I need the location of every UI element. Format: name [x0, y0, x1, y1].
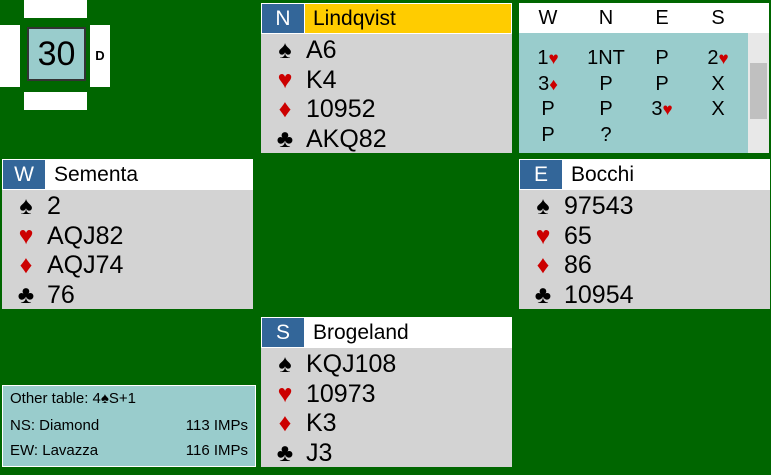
suit-symbol: ♥	[277, 379, 293, 408]
scrollbar-thumb[interactable]	[750, 63, 767, 119]
suit-symbol: ♠	[19, 192, 33, 220]
suit-row: ♦ 10952	[261, 95, 512, 124]
auction-seat: N	[598, 7, 614, 29]
suit-symbol: ♠	[278, 350, 292, 378]
bid: P	[655, 72, 669, 95]
suit-row: ♠ 2	[2, 192, 253, 221]
seat-label: N	[262, 4, 304, 33]
bid: 1NT	[587, 47, 625, 69]
suit-symbol: ♥	[277, 65, 293, 94]
suit-row: ♦ K3	[261, 409, 512, 438]
cards: K3	[306, 409, 337, 437]
board-number: 30	[27, 27, 86, 81]
seat-label: W	[3, 160, 45, 189]
hand: N Lindqvist ♠ A6 ♥ K4 ♦ 10952 ♣ AKQ82	[261, 3, 512, 153]
bid: 2♥	[707, 47, 729, 69]
suit-row: ♦ 86	[519, 251, 770, 280]
suit-symbol: ♦	[536, 251, 550, 279]
suit-symbol: ♦	[278, 409, 292, 437]
bid: X	[711, 72, 725, 95]
cards: 97543	[564, 192, 634, 220]
bid: P	[541, 123, 555, 146]
cards: 10952	[306, 95, 376, 123]
cards: KQJ108	[306, 350, 397, 378]
dealer-marker: D	[90, 25, 110, 87]
suit-row: ♣ AKQ82	[261, 125, 512, 154]
suit-row: ♥ 10973	[261, 380, 512, 409]
suit-symbol: ♣	[276, 438, 294, 467]
suit-row: ♠ A6	[261, 36, 512, 65]
suit-row: ♥ 65	[519, 222, 770, 251]
cards: 10973	[306, 379, 376, 408]
team: EW: Lavazza	[10, 442, 99, 459]
cards: J3	[306, 438, 333, 467]
imps: 116 IMPs	[185, 442, 248, 459]
suit-symbol: ♠	[536, 192, 550, 220]
seat-label: S	[262, 318, 304, 347]
bid: ?	[600, 123, 612, 146]
bid: P	[599, 72, 613, 95]
cards: 2	[47, 192, 61, 220]
suit-symbol: ♦	[19, 251, 33, 279]
suit-row: ♥ K4	[261, 66, 512, 95]
cards: 10954	[564, 280, 634, 309]
suit-symbol: ♥	[18, 221, 34, 250]
seat-label: E	[520, 160, 562, 189]
suit-row: ♠ 97543	[519, 192, 770, 221]
team: NS: Diamond	[10, 417, 100, 434]
suit-symbol: ♦	[278, 95, 292, 123]
bid: P	[541, 98, 555, 120]
suit-row: ♠ KQJ108	[261, 350, 512, 379]
player-name: Bocchi	[571, 163, 635, 186]
suit-row: ♣ 10954	[519, 281, 770, 310]
auction-seat: S	[711, 7, 725, 29]
cards: K4	[306, 65, 337, 94]
cards: AQJ82	[47, 221, 124, 250]
suit-symbol: ♣	[276, 124, 294, 153]
suit-symbol: ♣	[17, 280, 35, 309]
bid: P	[655, 47, 669, 69]
suit-symbol: ♥	[535, 221, 551, 250]
cards: 76	[47, 280, 75, 309]
suit-row: ♣ J3	[261, 439, 512, 468]
player-name: Brogeland	[313, 321, 409, 344]
board-frame	[0, 25, 20, 87]
hand: W Sementa ♠ 2 ♥ AQJ82 ♦ AQJ74 ♣ 76	[2, 159, 253, 309]
player-name: Sementa	[54, 163, 139, 186]
hand: S Brogeland ♠ KQJ108 ♥ 10973 ♦ K3 ♣ J3	[261, 317, 512, 467]
cards: 86	[564, 251, 592, 279]
bid: 1♥	[537, 47, 559, 69]
suit-row: ♥ AQJ82	[2, 222, 253, 251]
bid: P	[599, 98, 613, 120]
other-table: Other table: 4♠S+1	[10, 390, 136, 407]
suit-row: ♦ AQJ74	[2, 251, 253, 280]
bid: 3♦	[538, 72, 558, 95]
cards: AKQ82	[306, 124, 387, 153]
cards: A6	[306, 36, 337, 64]
hand: E Bocchi ♠ 97543 ♥ 65 ♦ 86 ♣ 10954	[519, 159, 770, 309]
cards: 65	[564, 221, 592, 250]
bid: X	[711, 98, 725, 120]
board-frame	[24, 92, 87, 110]
auction-seat: E	[655, 7, 669, 29]
suit-symbol: ♣	[534, 280, 552, 309]
cards: AQJ74	[47, 251, 124, 279]
player-name: Lindqvist	[305, 4, 511, 33]
auction-seat: W	[538, 7, 558, 29]
suit-row: ♣ 76	[2, 281, 253, 310]
suit-symbol: ♠	[278, 36, 292, 64]
board-frame	[24, 0, 87, 18]
imps: 113 IMPs	[185, 417, 248, 434]
bid: 3♥	[651, 98, 673, 120]
info-box: Other table: 4♠S+1 NS: Diamond 113 IMPs …	[2, 385, 256, 467]
